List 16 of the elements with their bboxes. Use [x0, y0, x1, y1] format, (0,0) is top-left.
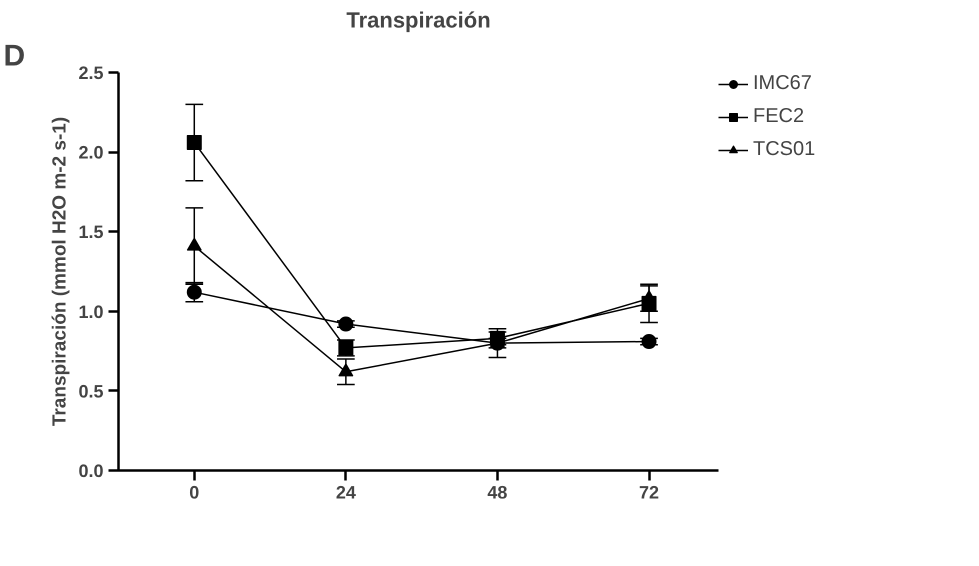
x-tick-label: 24: [336, 482, 356, 502]
text: D: [4, 40, 26, 72]
y-tick-label: 1.5: [78, 222, 104, 242]
x-tick-label: 72: [639, 482, 660, 502]
y-tick-label: 0.5: [78, 381, 104, 402]
x-tick-label: 0: [189, 482, 200, 502]
legend-label: FEC2: [753, 105, 806, 128]
chart-title: Transpiración: [346, 8, 491, 32]
y-tick-label: 1.0: [78, 302, 104, 322]
x-tick-label: 48: [487, 482, 508, 502]
y-tick-label: 2.0: [78, 142, 104, 163]
y-axis-title: Transpiración (mmol H2O m-2 s-1): [49, 116, 70, 426]
legend-label: IMC67: [753, 72, 813, 95]
y-tick-label: 2.5: [78, 63, 104, 83]
y-tick-label: 0.0: [78, 461, 104, 481]
legend-label: TCS01: [753, 138, 816, 161]
